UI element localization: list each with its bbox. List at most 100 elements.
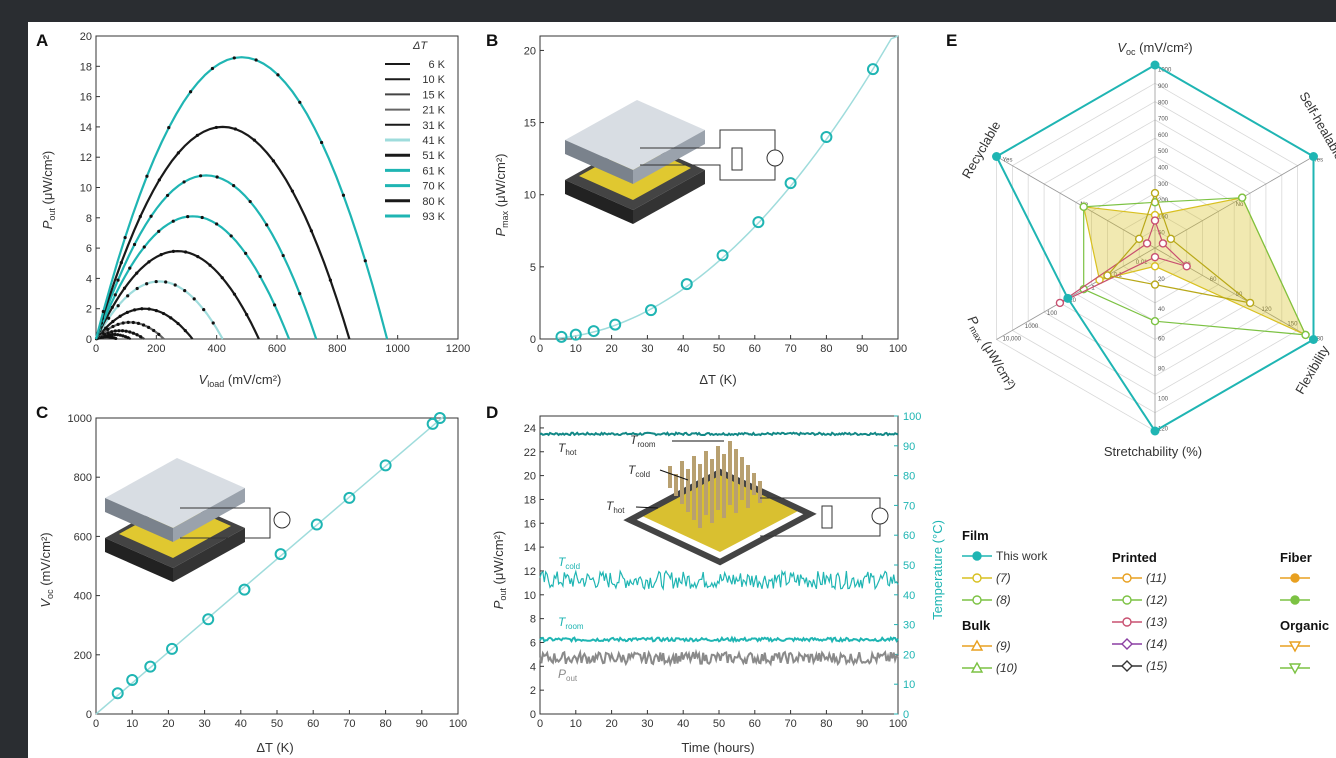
e-series-point [1079,202,1088,212]
a-point [320,140,324,145]
d-inset-pillar [710,480,714,502]
a-point [244,251,248,256]
e-axis-tick: 800 [1158,100,1169,106]
d-trace-t-cold [539,569,899,591]
a-point [125,310,129,315]
d-label-thot: Thot [558,441,577,457]
b-point [716,249,729,262]
e-axis-tick: 120 [1158,426,1169,432]
c-device-top-side [105,498,173,542]
b-point [866,63,879,76]
a-point [154,308,158,313]
a-point [106,331,110,335]
d-inset-pillar [692,498,696,520]
d-xtick-label: 40 [677,718,689,730]
e-axis-tick: 50 [1158,231,1165,237]
b-ytick-label: 0 [530,334,536,346]
e-axis-tick: 20 [1158,277,1165,283]
d-ytick-label: 14 [524,542,536,554]
a-point [122,286,127,290]
d-ytick-right-label: 90 [903,441,915,453]
a-point [140,307,144,311]
a-point [147,307,151,311]
e-this-work-point [1150,60,1160,70]
e-this-work-point [1063,293,1073,303]
a-ytick-label: 14 [80,122,92,134]
d-xlabel: Time (hours) [681,740,754,755]
a-point [271,159,275,163]
d-inset-pillar [680,482,684,504]
c-xtick-label: 50 [271,718,283,730]
d-inset-thot: Thot [606,499,625,515]
a-point [119,261,123,265]
b-device-top-side [565,140,633,184]
e-axis-voc: Voc (mV/cm²) [1117,40,1192,57]
a-point [248,199,252,204]
d-inset-pillar [674,474,678,496]
d-ytick-label: 16 [524,518,536,530]
a-point [215,222,219,226]
d-ytick-right-label: 80 [903,471,915,483]
e-axis-tick: 400 [1158,165,1169,171]
c-ytick-label: 400 [74,591,92,603]
c-xtick-label: 80 [379,718,391,730]
a-point [161,311,166,316]
e-series-point [1150,317,1160,326]
b-ytick-label: 10 [524,190,536,202]
b-xlabel: ΔT (K) [699,372,736,387]
c-device-top [105,458,245,528]
d-ytick-label: 20 [524,471,536,483]
e-series-point [1150,252,1160,262]
d-ytick-label: 4 [530,661,536,673]
a-xtick-label: 400 [207,343,225,355]
a-legend-label: 15 K [422,89,445,101]
a-curve-51K [95,249,260,340]
a-point [363,259,367,263]
a-point [116,322,120,326]
a-point [154,279,158,284]
a-point [245,313,249,317]
a-point [128,330,132,334]
e-axis-tick: 60 [1158,337,1165,343]
c-ylabel: Voc (mV/cm²) [38,532,55,607]
e-axis-stretch: Stretchability (%) [1104,444,1202,459]
a-point [298,100,302,104]
e-axis-tick: 100 [1047,311,1058,317]
d-inset-pillar [698,485,702,507]
e-axis-line [996,156,1156,249]
a-point [182,180,186,184]
d-inset-pillar [716,467,720,489]
a-point [113,336,118,340]
c-device-side2 [173,528,245,582]
a-point [110,305,114,309]
e-axis-tick: No [1236,202,1244,208]
d-xtick-label: 20 [605,718,617,730]
c-device-side [105,538,173,582]
e-axis-tick: 60 [1210,277,1217,283]
e-series-point [1142,239,1152,248]
d-inset-pillar [716,446,720,468]
e-series-point [1055,298,1065,308]
a-point [183,250,188,254]
b-point [680,278,693,291]
e-series-point [1150,188,1160,198]
a-point [142,245,146,249]
b-xtick-label: 30 [641,343,653,355]
panel-label-b: B [486,31,498,50]
c-xtick-label: 40 [235,718,247,730]
d-ytick-label: 18 [524,494,536,506]
e-legend-label: (13) [1146,615,1167,629]
panel-e-radar: 100090080070060050040030020010050YesNo18… [992,60,1324,436]
a-point [232,56,236,60]
a-point [113,332,117,337]
b-device-side [565,180,633,224]
a-legend-label: 93 K [422,211,445,223]
a-point [126,320,130,324]
a-point [118,314,122,318]
d-inset-pillar [698,506,702,528]
e-axis-tick: 40 [1158,307,1165,313]
e-legend-label: (7) [996,571,1011,585]
a-point [157,178,161,182]
e-axis-tick: Yes [1003,157,1013,163]
a-point [113,293,117,297]
